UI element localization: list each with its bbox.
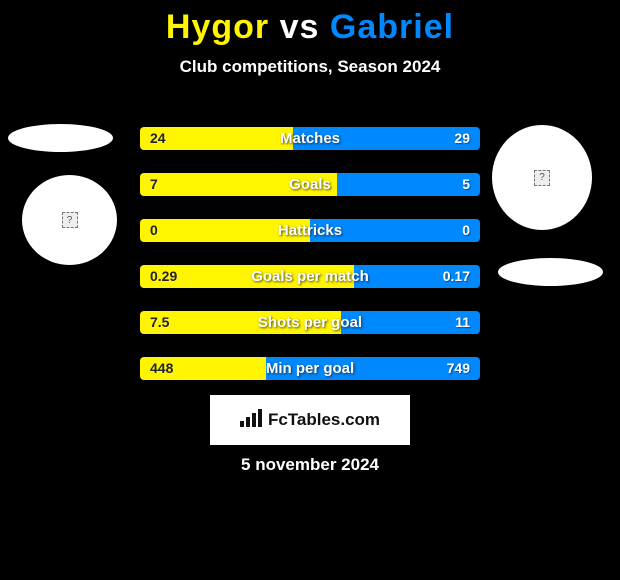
stat-name: Goals per match — [140, 265, 480, 288]
stat-value-left: 0 — [150, 219, 158, 242]
stat-value-right: 11 — [455, 311, 470, 334]
image-placeholder-icon: ? — [534, 170, 550, 186]
stat-name: Min per goal — [140, 357, 480, 380]
stat-value-right: 29 — [454, 127, 470, 150]
stats-bars: Matches24 29 Goals7 5 Hattricks0 0 Goals per m… — [140, 127, 480, 403]
stat-row: Hattricks0 0 — [140, 219, 480, 242]
stat-row: Min per goal448 749 — [140, 357, 480, 380]
player1-name: Hygor — [166, 8, 269, 46]
stat-row: Goals7 5 — [140, 173, 480, 196]
stat-row: Shots per goal7.5 11 — [140, 311, 480, 334]
stat-value-right: 0 — [462, 219, 470, 242]
bars-chart-icon — [240, 409, 262, 432]
stat-name: Hattricks — [140, 219, 480, 242]
player2-name: Gabriel — [330, 8, 454, 46]
stat-value-right: 0.17 — [443, 265, 470, 288]
stat-name: Shots per goal — [140, 311, 480, 334]
brand-box[interactable]: FcTables.com — [210, 395, 410, 445]
brand-text: FcTables.com — [268, 410, 380, 430]
comparison-title: Hygor vs Gabriel — [0, 0, 620, 47]
stat-name: Goals — [140, 173, 480, 196]
image-placeholder-icon: ? — [62, 212, 78, 228]
subtitle: Club competitions, Season 2024 — [0, 57, 620, 77]
decor-ellipse-bottom-right — [498, 258, 603, 286]
stat-value-right: 749 — [447, 357, 470, 380]
decor-circle-right: ? — [492, 125, 592, 230]
decor-ellipse-top-left — [8, 124, 113, 152]
stat-value-left: 24 — [150, 127, 166, 150]
stat-row: Matches24 29 — [140, 127, 480, 150]
stat-value-left: 7.5 — [150, 311, 169, 334]
stat-value-left: 448 — [150, 357, 173, 380]
stat-row: Goals per match0.29 0.17 — [140, 265, 480, 288]
stat-value-left: 0.29 — [150, 265, 177, 288]
stat-name: Matches — [140, 127, 480, 150]
vs-label: vs — [280, 8, 320, 46]
footer-date: 5 november 2024 — [0, 455, 620, 475]
stat-value-right: 5 — [462, 173, 470, 196]
decor-circle-left: ? — [22, 175, 117, 265]
stat-value-left: 7 — [150, 173, 158, 196]
